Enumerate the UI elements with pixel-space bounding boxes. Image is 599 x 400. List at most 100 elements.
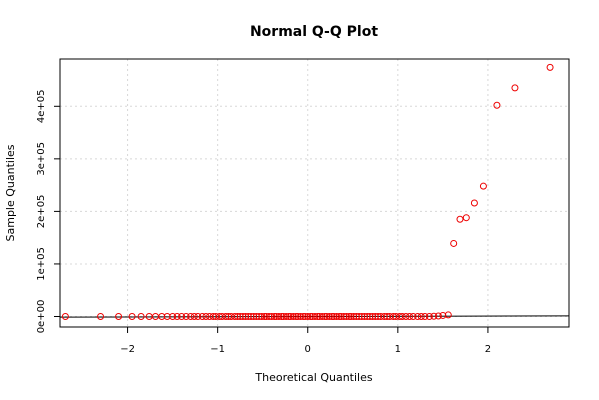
data-point xyxy=(169,312,177,320)
data-point xyxy=(355,312,363,320)
y-axis-label: Sample Quantiles xyxy=(4,144,17,241)
data-point xyxy=(470,199,478,207)
data-point xyxy=(194,312,202,320)
x-tick-label: 0 xyxy=(305,344,311,355)
data-point xyxy=(417,312,425,320)
data-point xyxy=(297,312,305,320)
data-point xyxy=(233,312,241,320)
data-point xyxy=(350,312,358,320)
data-point xyxy=(137,312,145,320)
data-point xyxy=(61,312,69,320)
data-point xyxy=(187,312,195,320)
data-point xyxy=(479,182,487,190)
data-point xyxy=(275,312,283,320)
data-point xyxy=(294,312,302,320)
data-point xyxy=(178,312,186,320)
data-point xyxy=(323,312,331,320)
data-point xyxy=(493,101,501,109)
data-point xyxy=(325,312,333,320)
data-point xyxy=(252,312,260,320)
data-point xyxy=(363,312,371,320)
data-point xyxy=(352,312,360,320)
data-point xyxy=(202,312,210,320)
data-point xyxy=(366,312,374,320)
data-point xyxy=(231,312,239,320)
data-point xyxy=(315,312,323,320)
data-point xyxy=(128,312,136,320)
data-point xyxy=(360,312,368,320)
data-point xyxy=(247,312,255,320)
data-point xyxy=(318,312,326,320)
y-tick-label: 2e+05 xyxy=(36,195,47,229)
data-point xyxy=(340,312,348,320)
plot-frame xyxy=(59,58,570,328)
y-tick-label: 4e+05 xyxy=(36,89,47,123)
data-point xyxy=(434,312,442,320)
data-point xyxy=(311,312,319,320)
data-point xyxy=(398,312,406,320)
data-point xyxy=(371,312,379,320)
data-point xyxy=(268,312,276,320)
data-point xyxy=(236,312,244,320)
data-point xyxy=(244,312,252,320)
data-point xyxy=(158,312,166,320)
data-point xyxy=(304,312,312,320)
data-point xyxy=(337,312,345,320)
data-point xyxy=(250,312,258,320)
data-point xyxy=(258,312,266,320)
x-tick-label: −2 xyxy=(120,344,135,355)
data-point xyxy=(301,312,309,320)
data-point xyxy=(439,311,447,319)
data-point xyxy=(333,312,341,320)
data-point xyxy=(222,312,230,320)
data-point xyxy=(182,312,190,320)
x-axis-label: Theoretical Quantiles xyxy=(254,371,372,384)
data-point xyxy=(242,312,250,320)
data-point xyxy=(265,312,273,320)
data-point xyxy=(97,312,105,320)
data-point xyxy=(279,312,287,320)
data-point xyxy=(546,63,554,71)
data-point xyxy=(402,312,410,320)
data-point xyxy=(414,312,422,320)
data-point xyxy=(239,312,247,320)
data-point xyxy=(462,214,470,222)
chart-title: Normal Q-Q Plot xyxy=(250,24,378,40)
data-point xyxy=(173,312,181,320)
data-point xyxy=(456,215,464,223)
data-point xyxy=(289,312,297,320)
data-point xyxy=(511,84,519,92)
data-point xyxy=(347,312,355,320)
data-point xyxy=(255,312,263,320)
data-point xyxy=(308,312,316,320)
data-point xyxy=(163,312,171,320)
data-point xyxy=(190,312,198,320)
x-tick-label: −1 xyxy=(210,344,225,355)
data-point xyxy=(342,312,350,320)
data-point xyxy=(430,312,438,320)
x-tick-label: 1 xyxy=(395,344,401,355)
data-point xyxy=(380,312,388,320)
grid xyxy=(60,59,569,327)
y-tick-label: 1e+05 xyxy=(36,247,47,281)
data-point xyxy=(282,312,290,320)
data-point xyxy=(450,239,458,247)
y-axis: 0e+00 1e+05 2e+05 3e+05 4e+05 xyxy=(36,89,61,333)
y-tick-label: 3e+05 xyxy=(36,142,47,176)
data-point xyxy=(287,312,295,320)
data-point xyxy=(358,312,366,320)
x-axis: −2 −1 0 1 2 xyxy=(120,326,491,355)
data-point xyxy=(421,312,429,320)
data-point xyxy=(262,312,270,320)
data-point xyxy=(272,312,280,320)
data-point xyxy=(198,312,206,320)
data-point xyxy=(115,312,123,320)
data-point xyxy=(406,312,414,320)
x-tick-label: 2 xyxy=(485,344,491,355)
data-point xyxy=(425,312,433,320)
data-point xyxy=(369,312,377,320)
data-points xyxy=(61,63,554,320)
data-point xyxy=(444,311,452,319)
data-point xyxy=(409,312,417,320)
